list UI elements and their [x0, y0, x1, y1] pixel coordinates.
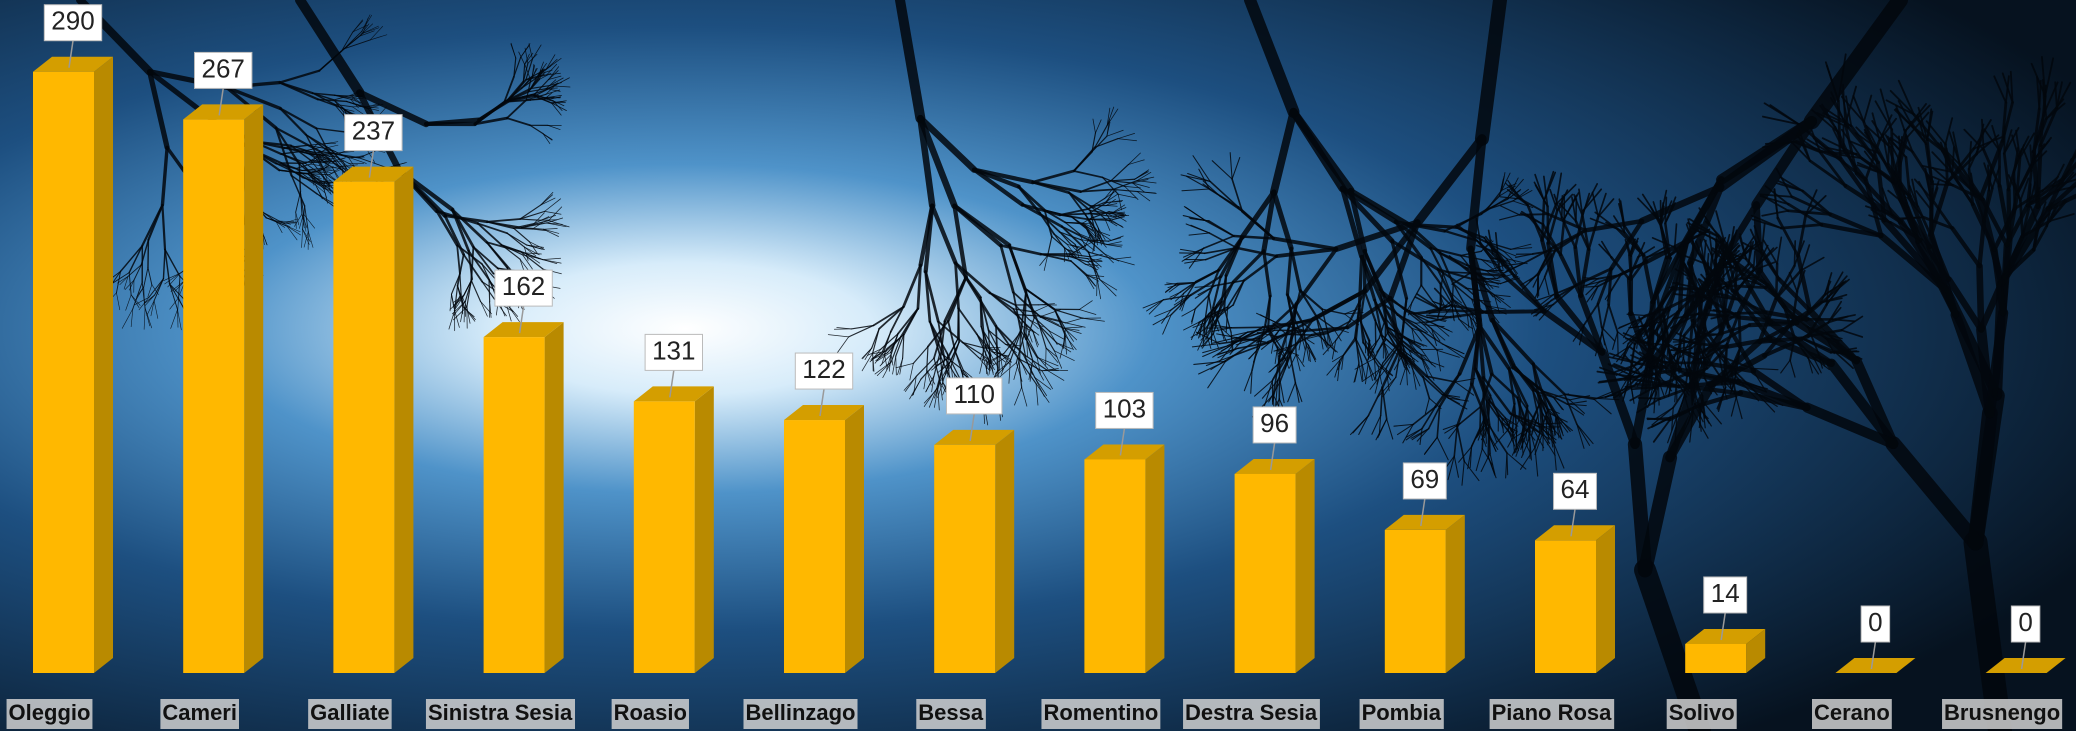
branch — [1488, 425, 1489, 456]
bar — [33, 72, 94, 673]
bar-side — [94, 57, 113, 673]
value-label: 131 — [652, 335, 695, 365]
x-tick-label: Pombia — [1362, 700, 1442, 725]
branch — [2009, 190, 2010, 240]
bar-side — [394, 167, 413, 673]
bar-side — [1296, 459, 1315, 673]
branch — [1756, 205, 1759, 271]
bar — [1235, 474, 1296, 673]
x-tick-label: Piano Rosa — [1492, 700, 1613, 725]
x-tick-label: Cameri — [162, 700, 237, 725]
branch — [1690, 263, 1692, 320]
bar-side — [244, 104, 263, 673]
value-label: 267 — [202, 53, 245, 83]
branch — [1629, 255, 1631, 279]
branch — [1931, 209, 1932, 238]
bar — [484, 337, 545, 673]
branch — [1359, 257, 1361, 306]
bar — [1535, 540, 1596, 673]
x-tick-label: Solivo — [1669, 700, 1735, 725]
bar — [1685, 644, 1746, 673]
branch — [1562, 196, 1563, 218]
x-tick-label: Sinistra Sesia — [428, 700, 573, 725]
bar-side — [1596, 525, 1615, 673]
x-tick-label: Galliate — [310, 700, 389, 725]
branch — [958, 308, 959, 338]
value-label: 69 — [1410, 464, 1439, 494]
bar — [1084, 459, 1145, 673]
background — [0, 0, 2076, 731]
value-label: 96 — [1260, 408, 1289, 438]
page: 290 Oleggio 267 Cameri 237 Galliate 162 Sinistr… — [0, 0, 2076, 731]
value-label: 110 — [953, 379, 994, 409]
x-tick-label: Bellinzago — [745, 700, 855, 725]
value-label: 0 — [2018, 607, 2032, 637]
value-label: 290 — [51, 6, 94, 36]
branch — [1274, 330, 1305, 331]
bar — [1385, 530, 1446, 673]
bar — [333, 182, 394, 673]
value-label: 162 — [502, 271, 545, 301]
x-tick-label: Bessa — [918, 700, 984, 725]
bar-side — [695, 386, 714, 673]
branch — [1635, 444, 1645, 570]
bar-side — [1145, 444, 1164, 673]
branch — [1618, 332, 1619, 355]
bar — [183, 119, 244, 673]
value-label: 64 — [1561, 474, 1590, 504]
x-tick-label: Cerano — [1814, 700, 1890, 725]
bar-side — [845, 405, 864, 673]
x-tick-label: Oleggio — [9, 700, 91, 725]
branch — [1704, 351, 1705, 378]
chart: 290 Oleggio 267 Cameri 237 Galliate 162 Sinistr… — [0, 0, 2076, 731]
bar — [634, 401, 695, 673]
x-tick-label: Romentino — [1043, 700, 1158, 725]
bar — [934, 445, 995, 673]
branch — [2014, 172, 2015, 209]
branch — [1507, 453, 1508, 475]
x-tick-label: Roasio — [614, 700, 687, 725]
value-label: 237 — [352, 115, 395, 145]
bar-side — [1446, 515, 1465, 673]
bar-side — [545, 322, 564, 673]
branch — [1519, 214, 1548, 215]
value-label: 122 — [802, 354, 845, 384]
branch — [1739, 313, 1740, 348]
value-label: 14 — [1711, 578, 1740, 608]
value-label: 103 — [1103, 393, 1146, 423]
value-label: 0 — [1868, 607, 1882, 637]
branch — [1480, 407, 1481, 430]
bar-side — [995, 430, 1014, 673]
branch — [1287, 334, 1312, 335]
branch — [1653, 349, 1654, 369]
branch — [1683, 335, 1684, 358]
bar — [784, 420, 845, 673]
x-tick-label: Destra Sesia — [1185, 700, 1318, 725]
branch — [1979, 266, 1981, 329]
branch — [1516, 431, 1517, 449]
x-tick-label: Brusnengo — [1944, 700, 2060, 725]
